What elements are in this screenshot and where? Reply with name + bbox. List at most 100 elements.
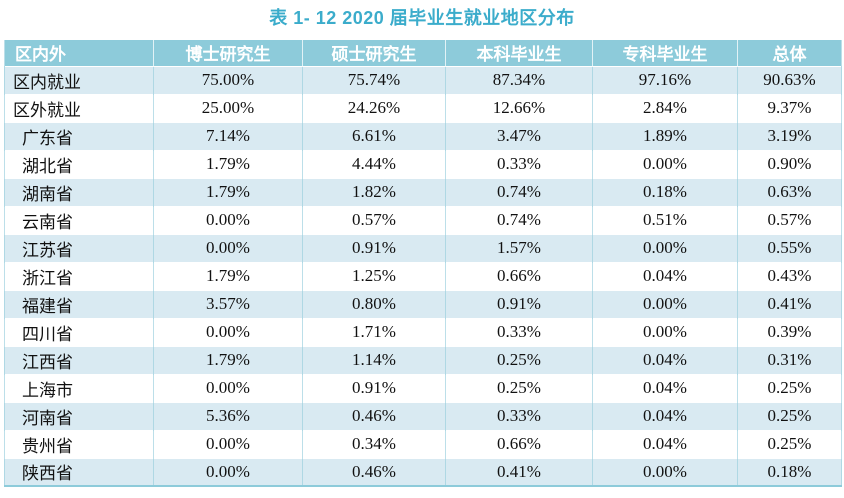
table-row: 广东省 7.14% 6.61% 3.47% 1.89% 3.19% — [4, 121, 842, 150]
region-label: 江西省 — [4, 345, 154, 374]
value-cell: 1.57% — [445, 233, 593, 262]
table-row: 云南省 0.00% 0.57% 0.74% 0.51% 0.57% — [4, 205, 842, 234]
value-cell: 0.00% — [153, 457, 303, 486]
table-row: 区内就业 75.00% 75.74% 87.34% 97.16% 90.63% — [4, 65, 842, 94]
region-label: 四川省 — [4, 317, 154, 346]
region-label: 浙江省 — [4, 261, 154, 290]
value-cell: 0.66% — [445, 261, 593, 290]
value-cell: 1.79% — [153, 345, 303, 374]
value-cell: 0.66% — [445, 429, 593, 458]
value-cell: 0.04% — [592, 429, 738, 458]
region-label: 云南省 — [4, 205, 154, 234]
value-cell: 0.39% — [737, 317, 842, 346]
table-row: 上海市 0.00% 0.91% 0.25% 0.04% 0.25% — [4, 373, 842, 402]
value-cell: 0.74% — [445, 177, 593, 206]
value-cell: 0.00% — [592, 317, 738, 346]
value-cell: 0.04% — [592, 401, 738, 430]
value-cell: 2.84% — [592, 93, 738, 122]
value-cell: 0.46% — [302, 401, 446, 430]
value-cell: 24.26% — [302, 93, 446, 122]
column-header: 专科毕业生 — [592, 40, 738, 66]
value-cell: 1.79% — [153, 177, 303, 206]
value-cell: 1.14% — [302, 345, 446, 374]
value-cell: 0.46% — [302, 457, 446, 486]
table-row: 陕西省 0.00% 0.46% 0.41% 0.00% 0.18% — [4, 457, 842, 486]
value-cell: 6.61% — [302, 121, 446, 150]
value-cell: 1.79% — [153, 149, 303, 178]
value-cell: 0.91% — [302, 373, 446, 402]
value-cell: 0.00% — [153, 429, 303, 458]
value-cell: 0.57% — [302, 205, 446, 234]
header-row: 区内外 博士研究生 硕士研究生 本科毕业生 专科毕业生 总体 — [4, 40, 842, 66]
value-cell: 0.00% — [153, 233, 303, 262]
value-cell: 0.74% — [445, 205, 593, 234]
region-label: 湖南省 — [4, 177, 154, 206]
value-cell: 0.25% — [445, 373, 593, 402]
region-label: 区内就业 — [4, 65, 154, 94]
column-header: 博士研究生 — [153, 40, 303, 66]
value-cell: 0.33% — [445, 317, 593, 346]
column-header: 硕士研究生 — [302, 40, 446, 66]
value-cell: 0.00% — [153, 205, 303, 234]
value-cell: 0.00% — [592, 149, 738, 178]
value-cell: 5.36% — [153, 401, 303, 430]
region-label: 区外就业 — [4, 93, 154, 122]
value-cell: 0.57% — [737, 205, 842, 234]
value-cell: 0.04% — [592, 261, 738, 290]
employment-region-table: 区内外 博士研究生 硕士研究生 本科毕业生 专科毕业生 总体 区内就业 75.00% 75.7… — [4, 40, 842, 487]
table-row: 湖南省 1.79% 1.82% 0.74% 0.18% 0.63% — [4, 177, 842, 206]
region-label: 江苏省 — [4, 233, 154, 262]
table-body: 区内就业 75.00% 75.74% 87.34% 97.16% 90.63% 区外就业 25… — [4, 65, 842, 486]
value-cell: 75.74% — [302, 65, 446, 94]
value-cell: 0.80% — [302, 289, 446, 318]
value-cell: 0.00% — [592, 233, 738, 262]
value-cell: 0.34% — [302, 429, 446, 458]
value-cell: 75.00% — [153, 65, 303, 94]
value-cell: 3.47% — [445, 121, 593, 150]
value-cell: 0.55% — [737, 233, 842, 262]
value-cell: 0.31% — [737, 345, 842, 374]
value-cell: 0.18% — [737, 457, 842, 486]
value-cell: 0.33% — [445, 401, 593, 430]
column-header: 本科毕业生 — [445, 40, 593, 66]
region-label: 上海市 — [4, 373, 154, 402]
region-label: 广东省 — [4, 121, 154, 150]
value-cell: 0.00% — [153, 317, 303, 346]
value-cell: 0.00% — [592, 457, 738, 486]
table-row: 四川省 0.00% 1.71% 0.33% 0.00% 0.39% — [4, 317, 842, 346]
value-cell: 0.00% — [153, 373, 303, 402]
value-cell: 0.00% — [592, 289, 738, 318]
value-cell: 0.33% — [445, 149, 593, 178]
table-row: 贵州省 0.00% 0.34% 0.66% 0.04% 0.25% — [4, 429, 842, 458]
region-label: 陕西省 — [4, 457, 154, 486]
table-row: 河南省 5.36% 0.46% 0.33% 0.04% 0.25% — [4, 401, 842, 430]
value-cell: 4.44% — [302, 149, 446, 178]
table-row: 区外就业 25.00% 24.26% 12.66% 2.84% 9.37% — [4, 93, 842, 122]
value-cell: 0.25% — [445, 345, 593, 374]
column-header: 总体 — [737, 40, 842, 66]
value-cell: 1.82% — [302, 177, 446, 206]
table-row: 浙江省 1.79% 1.25% 0.66% 0.04% 0.43% — [4, 261, 842, 290]
value-cell: 1.89% — [592, 121, 738, 150]
value-cell: 0.43% — [737, 261, 842, 290]
table-caption: 表 1- 12 2020 届毕业生就业地区分布 — [269, 8, 575, 28]
table-row: 福建省 3.57% 0.80% 0.91% 0.00% 0.41% — [4, 289, 842, 318]
value-cell: 0.41% — [737, 289, 842, 318]
value-cell: 0.91% — [302, 233, 446, 262]
value-cell: 0.25% — [737, 401, 842, 430]
table-row: 江西省 1.79% 1.14% 0.25% 0.04% 0.31% — [4, 345, 842, 374]
value-cell: 0.25% — [737, 429, 842, 458]
value-cell: 7.14% — [153, 121, 303, 150]
value-cell: 0.18% — [592, 177, 738, 206]
value-cell: 9.37% — [737, 93, 842, 122]
table-row: 湖北省 1.79% 4.44% 0.33% 0.00% 0.90% — [4, 149, 842, 178]
value-cell: 90.63% — [737, 65, 842, 94]
value-cell: 0.90% — [737, 149, 842, 178]
value-cell: 0.04% — [592, 373, 738, 402]
value-cell: 12.66% — [445, 93, 593, 122]
value-cell: 0.25% — [737, 373, 842, 402]
value-cell: 1.25% — [302, 261, 446, 290]
value-cell: 0.51% — [592, 205, 738, 234]
region-label: 福建省 — [4, 289, 154, 318]
